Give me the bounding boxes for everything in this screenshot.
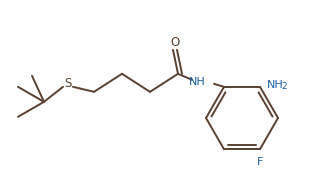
Text: NH: NH: [267, 80, 284, 90]
Text: 2: 2: [281, 82, 287, 91]
Text: O: O: [170, 36, 180, 49]
Text: F: F: [257, 157, 263, 167]
Text: NH: NH: [189, 77, 206, 87]
Text: S: S: [64, 77, 72, 90]
